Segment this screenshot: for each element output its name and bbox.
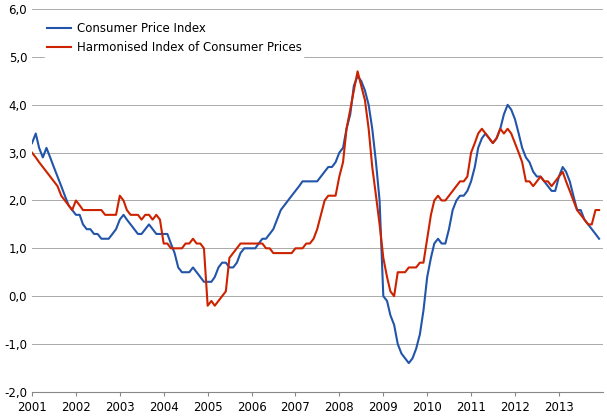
Line: Consumer Price Index: Consumer Price Index [32, 76, 599, 363]
Line: Harmonised Index of Consumer Prices: Harmonised Index of Consumer Prices [32, 71, 599, 306]
Legend: Consumer Price Index, Harmonised Index of Consumer Prices: Consumer Price Index, Harmonised Index o… [44, 19, 305, 58]
